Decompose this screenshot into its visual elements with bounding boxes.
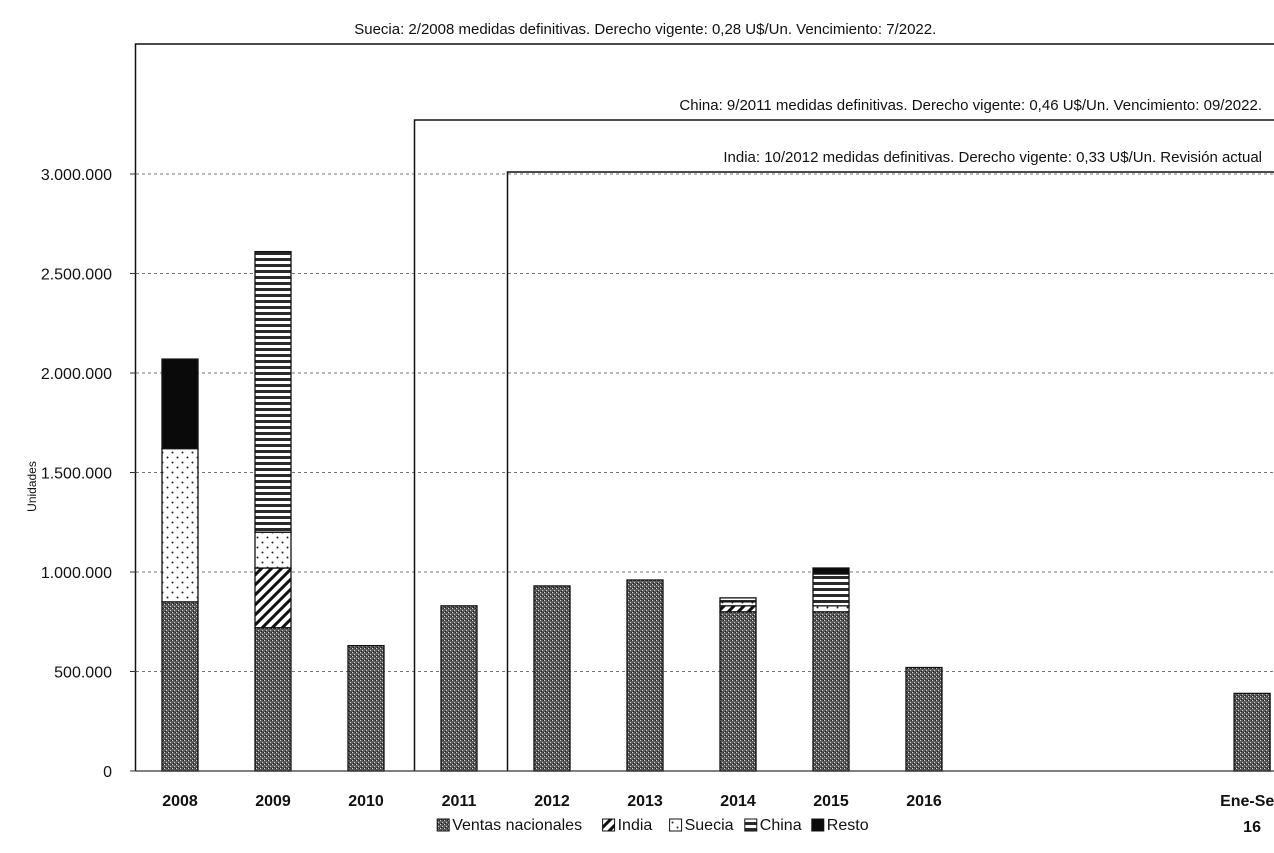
bar-segment: [906, 668, 942, 771]
y-tick-label: 2.500.000: [41, 267, 112, 284]
y-tick-label: 1.000.000: [41, 565, 112, 582]
legend-swatch: [670, 819, 682, 831]
x-tick-label: 2012: [534, 793, 570, 810]
x-tick-label: 2008: [162, 793, 198, 810]
legend-label: Ventas nacionales: [452, 817, 582, 834]
bar-segment: [255, 568, 291, 628]
bar-segment: [813, 568, 849, 574]
legend: Ventas nacionales India Suecia China Resto: [437, 817, 868, 834]
legend-item: Suecia: [670, 817, 734, 834]
bar-segment: [813, 574, 849, 606]
bar-segment: [720, 606, 756, 612]
legend-label: Suecia: [685, 817, 734, 834]
y-tick-label: 1.500.000: [41, 466, 112, 483]
legend-item: India: [603, 817, 653, 834]
x-tick-label: 2010: [348, 793, 384, 810]
legend-item: Resto: [812, 817, 869, 834]
bar-segment: [534, 586, 570, 771]
legend-swatch: [745, 819, 757, 831]
legend-swatch: [603, 819, 615, 831]
x-tick-label: 2014: [720, 793, 756, 810]
bar-segment: [162, 449, 198, 602]
x-tick-label: 2011: [442, 793, 477, 810]
x-tick-label: 2016: [906, 793, 942, 810]
bar-segment: [627, 580, 663, 771]
x-tick-label: 2015: [813, 793, 849, 810]
bar-segment: [720, 612, 756, 771]
bar-segment: [255, 532, 291, 568]
bar-segment: [441, 606, 477, 771]
annotation-text: China: 9/2011 medidas definitivas. Derec…: [679, 97, 1262, 114]
annotation-text: India: 10/2012 medidas definitivas. Dere…: [723, 149, 1262, 166]
y-tick-label: 500.000: [54, 665, 112, 682]
bar-segment: [813, 612, 849, 771]
y-tick-label: 3.000.000: [41, 167, 112, 184]
bar-segment: [255, 628, 291, 771]
legend-label: China: [760, 817, 802, 834]
legend-item: China: [745, 817, 802, 834]
legend-label: Resto: [827, 817, 869, 834]
annotation-text: Suecia: 2/2008 medidas definitivas. Dere…: [354, 21, 936, 38]
bar-segment: [348, 646, 384, 771]
bar-segment: [1234, 693, 1270, 771]
x-tick-label: 16: [1243, 819, 1261, 836]
bar-segment: [255, 252, 291, 533]
y-tick-label: 0: [103, 764, 112, 781]
bar-segment: [720, 598, 756, 602]
x-tick-label: Ene-Sep: [1220, 793, 1274, 810]
annotation-bracket: [508, 172, 1274, 771]
y-axis-label: Unidades: [25, 461, 39, 512]
legend-swatch: [812, 819, 824, 831]
bar-segment: [162, 602, 198, 771]
bar-segment: [162, 359, 198, 449]
y-tick-label: 2.000.000: [41, 366, 112, 383]
legend-label: India: [618, 817, 653, 834]
x-tick-label: 2013: [627, 793, 663, 810]
legend-item: Ventas nacionales: [437, 817, 582, 834]
bar-segment: [813, 606, 849, 612]
legend-swatch: [437, 819, 449, 831]
x-tick-label: 2009: [255, 793, 291, 810]
